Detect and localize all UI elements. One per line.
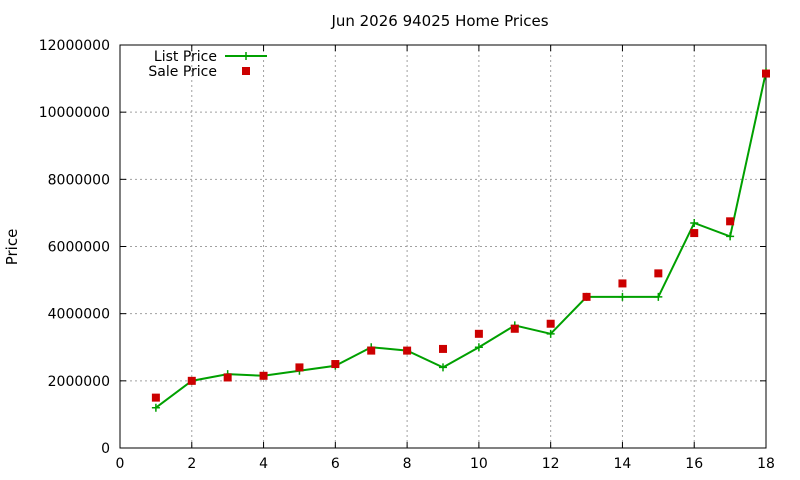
legend-label-sale-price: Sale Price — [148, 64, 217, 80]
x-tick-label: 0 — [116, 456, 125, 472]
x-tick-label: 8 — [403, 456, 412, 472]
sale-price-point — [474, 329, 483, 338]
x-tick-label: 16 — [685, 456, 703, 472]
series-layer — [151, 67, 770, 412]
sale-price-point — [690, 229, 699, 238]
axis-ticks: 0 2 4 6 8 10 12 14 16 18 0 2000000 4000000 6000000 800… — [39, 38, 775, 472]
list-price-point — [151, 403, 160, 412]
list-price-point — [654, 292, 663, 301]
list-price-point — [618, 292, 627, 301]
y-tick-label: 4000000 — [48, 307, 110, 323]
x-tick-label: 14 — [614, 456, 632, 472]
sale-price-point — [367, 346, 376, 355]
list-price-point — [690, 218, 699, 227]
sale-price-point — [331, 360, 340, 369]
list-price-point — [726, 232, 735, 241]
sale-price-point — [726, 217, 735, 226]
sale-price-point — [439, 344, 447, 353]
legend-marker-list-price — [242, 52, 250, 60]
x-tick-label: 2 — [187, 456, 196, 472]
x-tick-label: 10 — [470, 456, 488, 472]
y-tick-label: 12000000 — [39, 38, 110, 54]
sale-price-point — [223, 373, 232, 382]
sale-price-point — [403, 346, 412, 355]
y-tick-label: 8000000 — [48, 172, 110, 188]
legend-label-list-price: List Price — [154, 49, 217, 65]
chart-title: Jun 2026 94025 Home Prices — [330, 12, 548, 30]
list-price-point — [546, 329, 555, 338]
grid — [120, 45, 766, 448]
y-tick-label: 2000000 — [48, 374, 110, 390]
sale-price-point — [618, 279, 627, 288]
sale-price-point — [654, 269, 663, 278]
sale-price-point — [295, 363, 304, 372]
sale-price-point — [582, 292, 591, 301]
sale-price-point — [259, 371, 268, 380]
y-tick-label: 0 — [101, 441, 110, 457]
y-tick-label: 10000000 — [39, 105, 110, 121]
legend-marker-sale-price — [242, 67, 250, 75]
x-tick-label: 6 — [331, 456, 340, 472]
list-price-point — [474, 343, 483, 352]
list-price-line — [155, 71, 767, 409]
sale-price-point — [762, 69, 770, 78]
x-tick-label: 18 — [757, 456, 775, 472]
list-price-point — [439, 363, 447, 372]
y-axis-label: Price — [3, 229, 21, 266]
sale-price-point — [151, 393, 160, 402]
sale-price-point — [546, 319, 555, 328]
x-tick-label: 12 — [542, 456, 560, 472]
sale-price-point — [510, 324, 519, 333]
y-tick-label: 6000000 — [48, 240, 110, 256]
x-tick-label: 4 — [259, 456, 268, 472]
sale-price-point — [187, 376, 196, 385]
